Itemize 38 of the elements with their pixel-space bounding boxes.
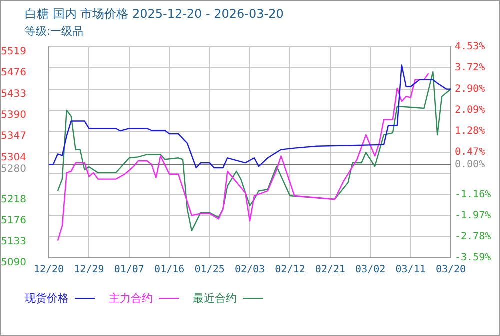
x-tick-label: 01/16: [154, 264, 185, 276]
legend-label: 现货价格: [25, 291, 69, 306]
x-tick-label: 12/29: [74, 264, 104, 276]
x-tick-label: 02/21: [315, 264, 346, 276]
y-tick-label: 5519: [1, 46, 26, 58]
y2-tick-label: 4.53%: [455, 42, 486, 53]
y-tick-label: 5476: [1, 68, 26, 79]
x-tick-label: 12/20: [34, 264, 64, 276]
chart-title: 白糖 国内 市场价格 2025-12-20 - 2026-03-20: [25, 6, 284, 23]
y-tick-label: 5280: [1, 164, 26, 176]
legend-label: 主力合约: [109, 291, 153, 306]
y2-tick-label: -2.78%: [455, 232, 492, 243]
chart-subtitle: 等级:一级品: [25, 24, 84, 39]
y2-tick-label: -3.59%: [455, 252, 492, 264]
y2-tick-label: -1.16%: [455, 189, 492, 200]
y2-tick-label: 0.47%: [455, 147, 486, 158]
x-tick-label: 02/12: [275, 264, 306, 276]
y-tick-label: 5347: [1, 131, 26, 142]
y-tick-label: 5133: [1, 236, 26, 248]
x-tick-label: 01/25: [194, 264, 225, 276]
y-tick-label: 5390: [1, 110, 26, 122]
y-tick-label: 5218: [1, 194, 26, 206]
y2-tick-label: 0.00%: [455, 159, 486, 170]
x-tick-label: 03/20: [436, 264, 466, 276]
y-tick-label: 5090: [1, 258, 26, 269]
y2-tick-label: 2.90%: [455, 84, 486, 95]
y-tick-label: 5433: [1, 88, 26, 100]
x-tick-label: 02/03: [234, 264, 266, 276]
legend-label: 最近合约: [193, 291, 237, 306]
x-tick-label: 03/11: [396, 264, 426, 276]
x-tick-label: 03/02: [356, 264, 386, 276]
y-tick-label: 5176: [1, 215, 26, 226]
y2-tick-label: 3.72%: [455, 62, 486, 74]
x-tick-label: 01/07: [114, 264, 144, 276]
y2-tick-label: 2.09%: [455, 105, 486, 116]
y-tick-label: 5304: [1, 152, 26, 164]
y2-tick-label: 1.28%: [455, 126, 486, 138]
y2-tick-label: -1.97%: [455, 210, 492, 222]
